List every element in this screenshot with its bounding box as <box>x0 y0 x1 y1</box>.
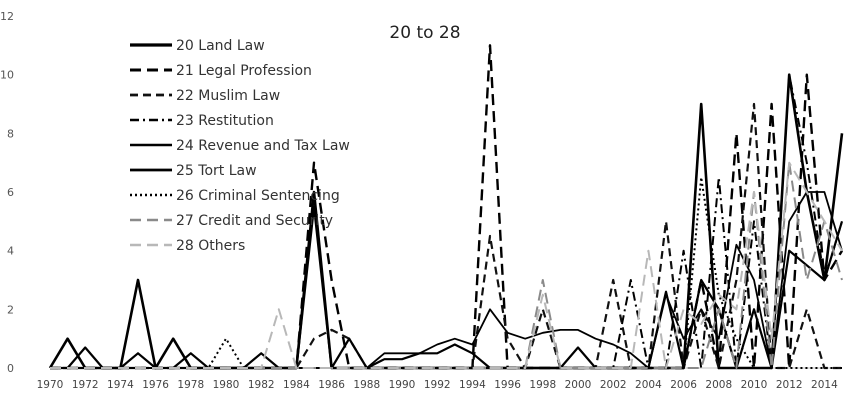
series-line-28 <box>50 161 843 369</box>
legend-label: 21 Legal Profession <box>176 63 312 79</box>
legend-label: 28 Others <box>176 238 245 254</box>
x-tick-label: 1988 <box>353 379 380 391</box>
x-tick-label: 1978 <box>177 379 204 391</box>
legend-label: 22 Muslim Law <box>176 88 280 104</box>
x-tick-label: 1992 <box>424 379 451 391</box>
y-tick-label: 6 <box>7 186 14 199</box>
y-tick-label: 12 <box>0 10 14 23</box>
legend-label: 26 Criminal Sentencing <box>176 188 340 204</box>
x-tick-label: 2012 <box>776 379 803 391</box>
series-line-27 <box>50 161 843 369</box>
x-tick-label: 2000 <box>565 379 592 391</box>
x-tick-label: 1974 <box>107 379 134 391</box>
y-tick-label: 8 <box>7 127 14 140</box>
x-tick-label: 2006 <box>670 379 697 391</box>
y-tick-label: 4 <box>7 245 14 258</box>
chart-title: 20 to 28 <box>389 23 460 43</box>
series-lines <box>48 44 844 370</box>
x-tick-label: 1984 <box>283 379 310 391</box>
x-tick-label: 1994 <box>459 379 486 391</box>
x-tick-label: 2004 <box>635 379 662 391</box>
x-tick-label: 2002 <box>600 379 627 391</box>
x-tick-label: 1970 <box>37 379 64 391</box>
x-tick-label: 1998 <box>529 379 556 391</box>
legend-label: 23 Restitution <box>176 113 274 129</box>
x-tick-label: 2008 <box>705 379 732 391</box>
x-tick-label: 2010 <box>741 379 768 391</box>
y-tick-label: 0 <box>7 362 14 375</box>
series-line-22 <box>50 102 842 370</box>
legend-label: 27 Credit and Security <box>176 213 333 229</box>
series-line-26 <box>50 176 842 369</box>
legend-label: 20 Land Law <box>176 38 265 54</box>
x-tick-label: 1972 <box>72 379 99 391</box>
y-tick-label: 2 <box>7 303 14 316</box>
x-tick-label: 1986 <box>318 379 345 391</box>
axes: 0 2 4 6 8 10 12 1970 1972 1974 1976 1978 1980 1982 198… <box>0 10 842 391</box>
x-tick-label: 1990 <box>389 379 416 391</box>
legend-label: 25 Tort Law <box>176 163 257 179</box>
x-tick-label: 1976 <box>142 379 169 391</box>
x-tick-label: 1982 <box>248 379 275 391</box>
legend-label: 24 Revenue and Tax Law <box>176 138 350 154</box>
x-tick-label: 2014 <box>811 379 838 391</box>
series-line-25 <box>50 205 844 370</box>
x-tick-label: 1996 <box>494 379 521 391</box>
y-tick-label: 10 <box>0 69 14 82</box>
legend: 20 Land Law 21 Legal Profession 22 Muslim … <box>130 38 350 254</box>
x-tick-label: 1980 <box>213 379 240 391</box>
